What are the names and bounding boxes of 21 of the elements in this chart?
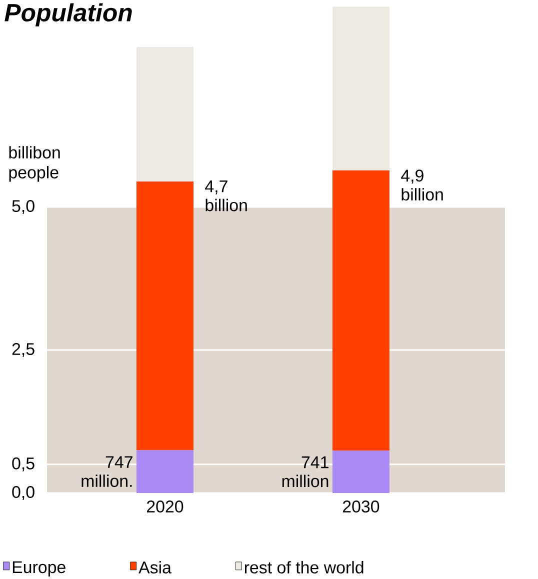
y-tick-label: 0,5 bbox=[12, 457, 34, 472]
bar bbox=[136, 47, 194, 182]
bar bbox=[136, 181, 194, 450]
chart-title: Population bbox=[4, 3, 132, 26]
y-tick-label: 2,5 bbox=[12, 343, 34, 358]
annotation: 741 million bbox=[282, 456, 328, 488]
y-tick-label: 5,0 bbox=[12, 200, 34, 214]
annotation: 4,7 billion bbox=[205, 180, 247, 212]
x-tick-label: 2020 bbox=[147, 500, 184, 513]
bar bbox=[332, 6, 390, 170]
legend-label: Asia bbox=[138, 561, 172, 574]
x-tick-label: 2030 bbox=[342, 500, 380, 513]
bar bbox=[136, 450, 194, 493]
legend-label: Europe bbox=[12, 561, 66, 577]
annotation: 747 million. bbox=[82, 456, 132, 488]
bar bbox=[332, 170, 390, 451]
legend-label: rest of the world bbox=[244, 561, 364, 574]
annotation: 4,9 billion bbox=[401, 170, 443, 201]
bar bbox=[332, 450, 390, 493]
y-tick-label: 0,0 bbox=[12, 486, 34, 500]
y-axis-title: billibon people bbox=[9, 146, 60, 182]
